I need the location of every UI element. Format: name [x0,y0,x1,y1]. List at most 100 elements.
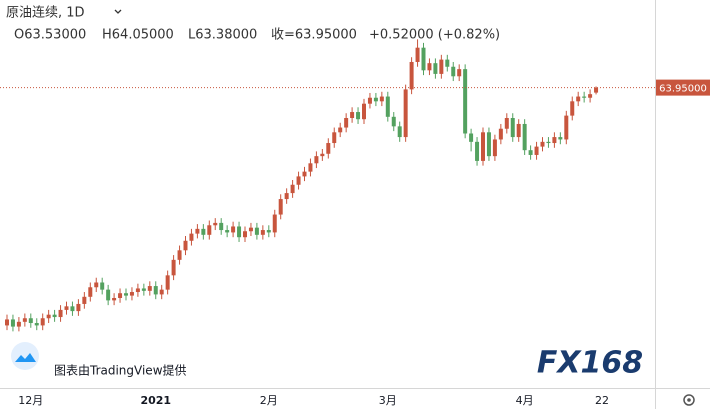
candle-body [141,288,146,291]
candle-body [463,69,468,134]
candle-body [237,226,242,238]
candle-body [88,287,93,297]
candle-body [177,250,182,260]
candle-body [195,228,200,234]
candle-body [231,226,236,233]
candle-body [552,137,557,144]
candle-body [421,47,426,71]
candle-body [118,293,123,298]
candle-body [28,318,33,324]
candle-body [135,288,140,293]
dropdown-icon[interactable] [114,9,122,14]
candle-body [415,47,420,62]
candle-body [338,127,343,133]
candle-body [58,309,63,318]
candle-body [403,89,408,138]
candle-body [171,259,176,276]
candle-body [100,282,105,290]
candle-body [379,96,384,102]
candle-body [165,275,170,290]
candle-body [219,222,224,231]
candle-body [40,318,45,326]
candle-body [201,228,206,235]
last-price-label: 63.95000 [659,84,707,95]
candle-body [344,118,349,128]
candle-body [76,303,81,312]
candle-body [451,66,456,77]
x-tick-label: 22 [595,394,609,407]
candle-body [356,112,361,120]
candle-body [582,96,587,98]
candle-body [260,230,265,235]
x-tick-label: 2月 [260,394,278,407]
last-price-tag [656,79,710,96]
x-tick-label: 12月 [18,394,43,407]
candle-body [540,141,545,147]
candle-body [183,240,188,251]
candle-body [278,199,283,215]
candle-body [528,150,533,155]
candle-body [362,103,366,120]
candle-body [159,289,164,295]
candle-body [510,118,515,138]
candle-body [290,184,295,194]
candle-body [254,227,259,235]
candle-body [207,225,212,235]
candle-body [320,153,325,157]
candle-body [570,101,575,116]
candle-body [82,296,87,304]
candle-body [284,193,289,200]
candle-body [22,318,27,322]
candle-body [16,321,21,327]
candle-body [10,319,15,327]
candle-body [498,128,503,140]
candle-body [397,126,402,138]
x-tick-label: 3月 [379,394,397,407]
candle-body [492,139,497,157]
candle-body [308,163,313,172]
logo: FX168 [537,346,643,381]
candle-body [129,292,134,296]
candle-body [272,214,277,233]
candle-body [153,286,158,295]
candle-body [147,286,152,291]
candle-body [248,227,253,232]
candle-body [367,97,372,104]
candle-body [225,230,230,233]
candle-body [409,61,414,90]
x-tick-label: 2021 [140,394,171,407]
low-readout: L63.38000 [188,28,257,43]
candle-body [46,314,51,319]
candle-body [457,69,462,77]
candle-body [332,132,337,144]
settings-icon[interactable] [683,394,695,406]
candle-body [106,289,111,301]
candle-body [588,94,593,98]
candle-body [475,141,480,161]
candle-body [350,112,355,119]
symbol[interactable]: 原油连续, 1D [6,5,85,21]
candle-body [189,233,194,241]
candle-body [64,306,69,310]
candle-body [558,137,563,140]
candle-body [576,96,581,102]
candle-body [385,96,390,117]
candle-body [469,133,474,142]
candle-body [213,222,218,226]
candle-body [534,146,539,155]
candle-body [516,123,521,138]
candle-body [391,116,396,127]
candle-body [481,132,485,161]
tradingview-icon [11,342,39,370]
candle-body [522,123,527,151]
candle-body [94,282,99,288]
candle-body [302,171,307,177]
candle-body [296,176,301,185]
candle-body [5,319,9,326]
candle-body [439,59,444,74]
candle-body [314,156,319,164]
candle-body [427,63,432,71]
candle-body [504,118,509,129]
change-readout: +0.52000 (+0.82%) [369,28,500,43]
